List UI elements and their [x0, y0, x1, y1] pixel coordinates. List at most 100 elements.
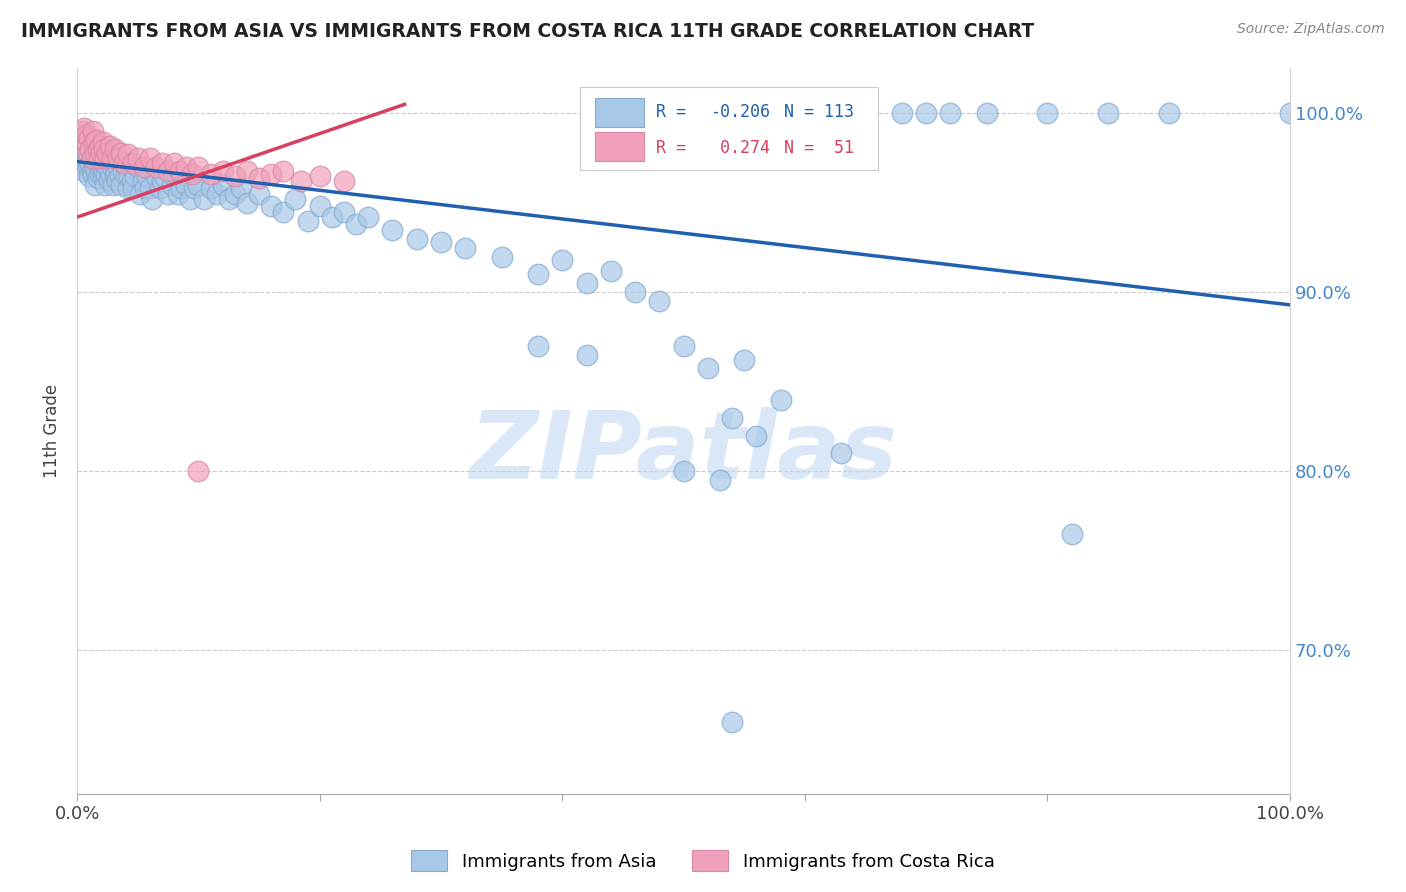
Point — [96, 145, 118, 160]
Point — [93, 142, 115, 156]
Point — [77, 160, 100, 174]
Point — [174, 178, 197, 192]
Point — [218, 192, 240, 206]
Point — [145, 160, 167, 174]
Point — [70, 151, 93, 165]
Point — [93, 163, 115, 178]
Point — [224, 169, 246, 183]
Point — [73, 163, 96, 178]
Point — [160, 178, 183, 192]
Point — [83, 135, 105, 149]
Point — [70, 124, 93, 138]
Point — [132, 160, 155, 174]
Point — [108, 169, 131, 183]
Point — [247, 186, 270, 201]
Point — [148, 181, 170, 195]
Point — [80, 151, 103, 165]
Point — [527, 268, 550, 282]
Point — [260, 199, 283, 213]
Point — [75, 156, 97, 170]
Point — [405, 232, 427, 246]
Point — [79, 142, 101, 156]
Point — [344, 217, 367, 231]
Point — [139, 181, 162, 195]
Point — [82, 124, 104, 138]
Point — [82, 167, 104, 181]
Point — [236, 195, 259, 210]
Point — [1279, 106, 1302, 120]
Point — [94, 151, 117, 165]
Point — [333, 204, 356, 219]
Point — [236, 163, 259, 178]
Point — [84, 156, 107, 170]
Point — [96, 167, 118, 181]
Point — [129, 186, 152, 201]
Point — [890, 106, 912, 120]
Point — [200, 181, 222, 195]
Point — [163, 156, 186, 170]
Point — [297, 213, 319, 227]
Point — [97, 172, 120, 186]
Text: N = 113: N = 113 — [785, 103, 855, 121]
Point — [72, 133, 94, 147]
Point — [127, 151, 149, 165]
Point — [157, 186, 180, 201]
Point — [696, 360, 718, 375]
Point — [551, 253, 574, 268]
Point — [114, 160, 136, 174]
Point — [87, 151, 110, 165]
Point — [793, 106, 815, 120]
Point — [112, 163, 135, 178]
Point — [150, 156, 173, 170]
Y-axis label: 11th Grade: 11th Grade — [44, 384, 60, 478]
FancyBboxPatch shape — [581, 87, 877, 170]
Point — [599, 264, 621, 278]
Point — [381, 222, 404, 236]
Point — [174, 160, 197, 174]
Point — [193, 192, 215, 206]
Point — [166, 186, 188, 201]
Point — [150, 174, 173, 188]
Text: N =  51: N = 51 — [785, 139, 855, 157]
Point — [187, 160, 209, 174]
Point — [76, 138, 98, 153]
Point — [157, 163, 180, 178]
Point — [229, 181, 252, 195]
Legend: Immigrants from Asia, Immigrants from Costa Rica: Immigrants from Asia, Immigrants from Co… — [404, 843, 1002, 879]
Point — [247, 170, 270, 185]
Point — [79, 156, 101, 170]
Point — [90, 151, 112, 165]
Point — [131, 174, 153, 188]
Point — [117, 147, 139, 161]
Point — [1036, 106, 1059, 120]
Point — [86, 133, 108, 147]
Point — [87, 160, 110, 174]
Point — [915, 106, 938, 120]
Point — [575, 277, 598, 291]
Point — [100, 169, 122, 183]
Point — [93, 156, 115, 170]
Point — [454, 241, 477, 255]
FancyBboxPatch shape — [595, 97, 644, 127]
Point — [107, 160, 129, 174]
Point — [648, 294, 671, 309]
Point — [87, 151, 110, 165]
Point — [121, 174, 143, 188]
Point — [114, 169, 136, 183]
Point — [733, 353, 755, 368]
Point — [101, 160, 124, 174]
Point — [103, 178, 125, 192]
Text: Source: ZipAtlas.com: Source: ZipAtlas.com — [1237, 22, 1385, 37]
Point — [122, 181, 145, 195]
Point — [308, 169, 330, 183]
Point — [855, 106, 877, 120]
Point — [260, 167, 283, 181]
Point — [118, 169, 141, 183]
Point — [624, 285, 647, 300]
Point — [672, 339, 695, 353]
Point — [187, 178, 209, 192]
Point — [124, 169, 146, 183]
FancyBboxPatch shape — [595, 132, 644, 161]
Point — [110, 178, 132, 192]
Point — [163, 169, 186, 183]
